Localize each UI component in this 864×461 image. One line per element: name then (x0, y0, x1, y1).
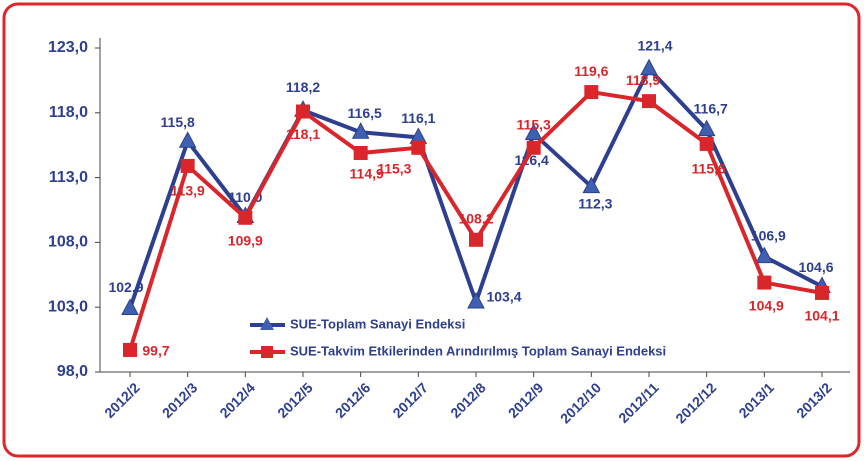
data-label: 104,1 (804, 308, 839, 324)
marker (353, 145, 368, 160)
data-label: 121,4 (637, 37, 672, 53)
data-label: 104,9 (749, 297, 784, 313)
data-label: 114,9 (350, 166, 384, 182)
data-label: 118,2 (286, 79, 320, 95)
data-label: 109,9 (228, 232, 263, 248)
data-label: 119,6 (574, 63, 608, 79)
data-label: 102,9 (108, 279, 143, 295)
marker (351, 122, 370, 139)
marker (697, 119, 716, 137)
legend-label: SUE-Toplam Sanayi Endeksi (290, 316, 465, 331)
marker (178, 131, 197, 148)
marker (584, 85, 599, 100)
marker (524, 123, 543, 141)
y-tick-label: 113,0 (49, 169, 88, 186)
data-label: 115,3 (377, 160, 411, 176)
marker (526, 140, 541, 155)
legend-marker (260, 317, 274, 330)
marker (296, 104, 310, 119)
marker (467, 291, 485, 309)
y-tick-label: 103,0 (48, 298, 88, 315)
legend-label: SUE-Takvim Etkilerinden Arındırılmış Top… (290, 343, 666, 358)
data-label: 116,1 (401, 110, 435, 126)
marker (642, 94, 656, 109)
marker (755, 246, 774, 264)
data-label: 104,6 (798, 259, 833, 275)
marker (411, 140, 426, 155)
data-label: 103,4 (486, 289, 521, 305)
y-tick-label: 118,0 (49, 104, 88, 121)
marker (180, 158, 195, 173)
data-label: 116,7 (694, 100, 728, 116)
marker (121, 298, 139, 315)
marker (815, 285, 829, 300)
legend-marker (261, 346, 273, 358)
data-label: 118,1 (286, 126, 320, 142)
marker (469, 232, 483, 247)
marker (582, 176, 601, 194)
marker (640, 58, 658, 76)
data-label: 118,9 (626, 72, 660, 88)
y-tick-label: 123,0 (48, 39, 88, 56)
data-label: 99,7 (142, 343, 169, 359)
y-tick-label: 98,0 (57, 363, 88, 380)
marker (238, 210, 253, 225)
y-tick-label: 108,0 (48, 234, 88, 251)
data-label: 115,8 (161, 114, 195, 130)
marker (699, 136, 714, 151)
data-label: 108,2 (458, 211, 493, 227)
marker (123, 342, 137, 357)
data-label: 112,3 (578, 195, 612, 211)
data-label: 116,5 (348, 105, 382, 121)
data-label: 113,9 (171, 183, 205, 199)
data-label: 115,6 (692, 161, 726, 177)
data-label: 115,3 (517, 116, 551, 132)
marker (757, 275, 772, 290)
data-label: 106,9 (751, 227, 786, 243)
